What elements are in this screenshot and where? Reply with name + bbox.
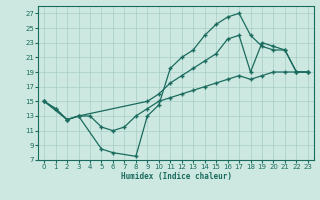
X-axis label: Humidex (Indice chaleur): Humidex (Indice chaleur) [121, 172, 231, 181]
